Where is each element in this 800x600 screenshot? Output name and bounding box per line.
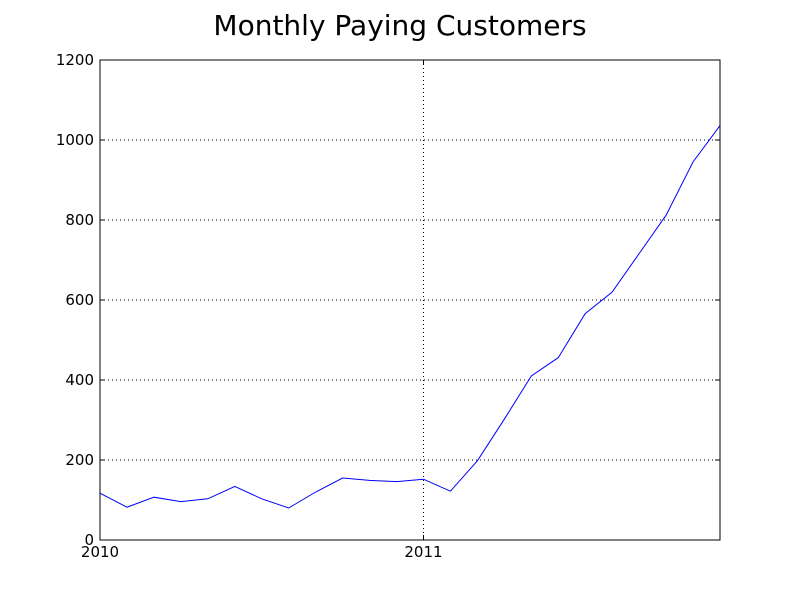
y-tick-label: 1200 [56, 51, 94, 69]
y-tick-label: 800 [65, 211, 94, 229]
y-tick-label: 400 [65, 371, 94, 389]
series-line [99, 125, 721, 509]
y-tick-label: 0 [84, 531, 94, 549]
grid-lines [100, 60, 720, 540]
y-tick-label: 600 [65, 291, 94, 309]
axis-ticks [99, 59, 720, 541]
x-tick-label: 2010 [81, 543, 119, 561]
y-tick-label: 200 [65, 451, 94, 469]
tick-labels: 0 200 400 600 800 1000 1200 2010 2011 [56, 51, 443, 561]
chart-title: Monthly Paying Customers [213, 9, 586, 42]
y-tick-label: 1000 [56, 131, 94, 149]
x-tick-label: 2011 [404, 543, 442, 561]
series-layer [99, 125, 721, 509]
